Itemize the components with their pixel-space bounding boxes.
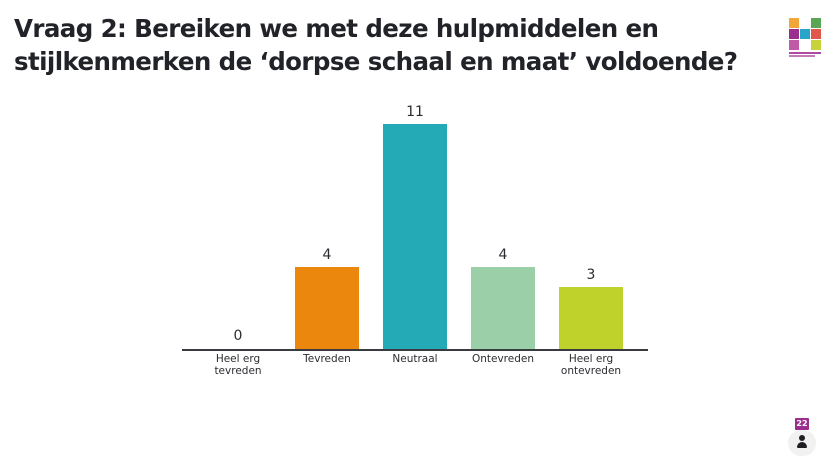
title-line-1: Vraag 2: Bereiken we met deze hulpmiddel… xyxy=(14,14,659,43)
participants-button[interactable] xyxy=(788,430,816,456)
category-label: Ontevreden xyxy=(471,353,535,365)
value-label: 11 xyxy=(406,104,424,120)
bar-ontevreden xyxy=(471,267,535,349)
category-label: Neutraal xyxy=(392,353,438,365)
bar-heel-erg-ontevreden xyxy=(559,287,623,349)
category-label: Heel erg tevreden xyxy=(214,353,262,377)
bar-tevreden xyxy=(295,267,359,349)
person-icon-body xyxy=(797,442,807,448)
x-axis-line xyxy=(182,349,648,351)
value-label: 3 xyxy=(586,267,596,283)
value-label: 4 xyxy=(498,247,508,263)
bar-neutraal xyxy=(383,124,447,349)
value-label: 4 xyxy=(322,247,332,263)
participant-count-badge: 22 xyxy=(795,418,809,430)
category-label: Tevreden xyxy=(303,353,351,365)
municipality-logo-icon xyxy=(789,18,821,62)
page-title: Vraag 2: Bereiken we met deze hulpmiddel… xyxy=(14,12,754,78)
title-line-2: stijlkenmerken de ‘dorpse schaal en maat… xyxy=(14,47,738,76)
value-label: 0 xyxy=(233,328,243,344)
person-icon xyxy=(799,435,805,441)
category-label: Heel erg ontevreden xyxy=(560,353,622,377)
